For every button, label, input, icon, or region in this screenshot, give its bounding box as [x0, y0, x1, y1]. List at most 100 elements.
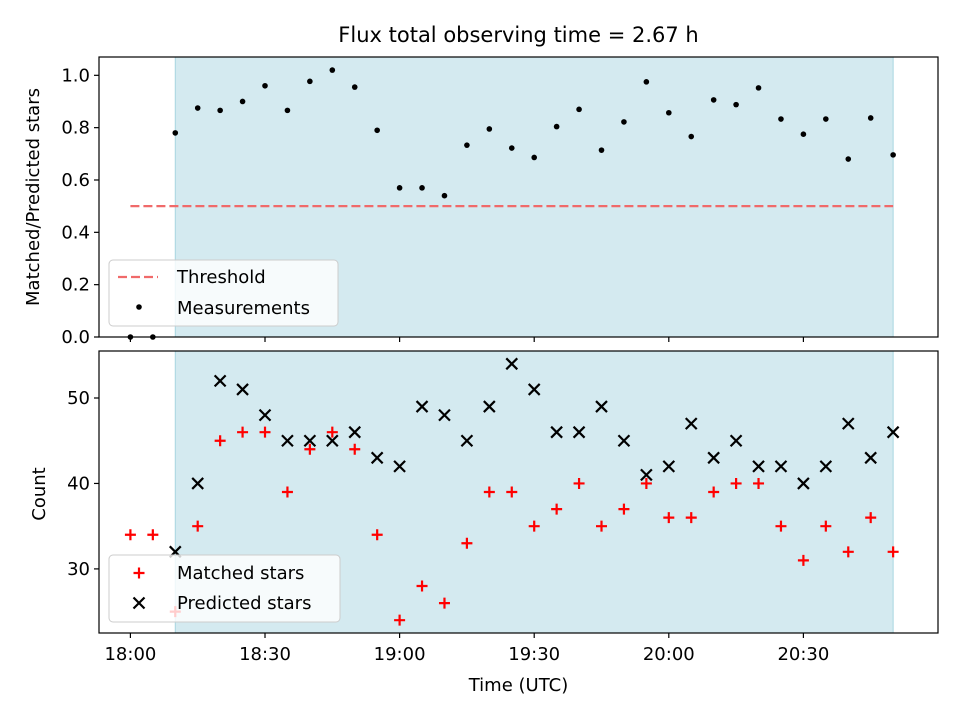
predicted-star-point: [684, 417, 698, 430]
measurement-point: [867, 115, 874, 121]
measurement-point: [643, 79, 650, 85]
ratio-y-tick-label: 0.2: [61, 275, 90, 296]
measurement-point: [419, 185, 425, 191]
predicted-star-point: [819, 460, 833, 473]
predicted-star-point: [438, 408, 451, 422]
matched-star-point: [438, 597, 450, 609]
predicted-star-point: [841, 417, 855, 430]
x-tick-label: 19:00: [374, 644, 426, 665]
matched-star-point: [730, 477, 742, 489]
predicted-star-point: [258, 408, 272, 422]
ratio-y-axis-label: Matched/Predicted stars: [23, 88, 44, 306]
predicted-star-point: [370, 451, 384, 465]
predicted-star-point: [550, 425, 563, 439]
measurement-point: [755, 85, 762, 91]
count-plot-frame: [98, 350, 939, 634]
ratio-legend-box: [108, 259, 339, 327]
measurement-point: [531, 154, 538, 161]
x-tick-label: 18:30: [239, 644, 291, 665]
predicted-star-point: [393, 460, 406, 473]
matched-star-point: [416, 580, 428, 592]
count-legend-box: [108, 554, 341, 623]
ratio-y-tick-label: 0.0: [61, 327, 90, 348]
matched-star-point: [753, 477, 765, 489]
matched-star-point: [394, 614, 406, 626]
predicted-star-point: [326, 434, 339, 448]
count-legend: Matched stars Predicted stars: [108, 554, 341, 623]
predicted-star-point: [662, 460, 676, 473]
x-tick-label: 20:00: [643, 644, 695, 665]
legend-measurements-label: Measurements: [177, 298, 310, 319]
measurement-point: [441, 192, 448, 199]
predicted-star-point: [707, 451, 720, 465]
matched-star-point: [124, 529, 136, 541]
x-tick-label: 20:30: [777, 644, 829, 665]
ratio-panel: 0.0 0.2 0.4 0.6 0.8 1.0 Matched/Predicted sta…: [23, 56, 939, 348]
measurement-point: [800, 131, 807, 137]
ratio-legend: Threshold Measurements: [108, 259, 339, 327]
matched-star-point: [483, 486, 495, 498]
measurement-point: [666, 109, 672, 116]
count-points: [124, 357, 900, 626]
measurement-point: [239, 98, 246, 105]
measurement-point: [553, 123, 560, 130]
matched-star-point: [192, 520, 204, 532]
measurement-point: [845, 156, 852, 162]
predicted-star-point: [213, 374, 227, 388]
matched-star-point: [237, 426, 249, 438]
measurement-point: [396, 185, 403, 191]
matched-star-point: [326, 426, 338, 438]
matched-star-point: [640, 477, 652, 489]
matched-star-point: [618, 503, 630, 515]
count-x-axis: 18:00 18:30 19:00 19:30 20:00 20:30: [104, 633, 829, 665]
ratio-plot-frame: [98, 56, 939, 338]
measurement-point: [486, 126, 493, 132]
predicted-star-point: [527, 383, 541, 396]
measurement-point: [621, 119, 627, 125]
measurement-point: [464, 142, 470, 148]
count-panel: 30 40 50 18:00 18:30 19:00 19:30 20:00 20:30 Co…: [29, 350, 939, 696]
measurement-point: [688, 133, 695, 140]
x-tick-label: 18:00: [104, 644, 156, 665]
ratio-y-tick-label: 0.4: [61, 222, 90, 243]
predicted-star-point: [752, 460, 765, 473]
measurement-point: [890, 152, 896, 158]
matched-star-point: [281, 486, 293, 498]
ratio-y-tick-label: 0.8: [61, 118, 90, 139]
predicted-star-point: [774, 460, 788, 473]
matched-star-point: [528, 520, 540, 532]
legend-predicted-label: Predicted stars: [177, 593, 311, 614]
predicted-star-point: [415, 400, 429, 413]
matched-star-point: [349, 443, 361, 455]
count-y-tick-label: 30: [67, 559, 90, 580]
predicted-star-point: [864, 451, 877, 465]
measurement-point: [576, 106, 582, 113]
x-tick-label: 19:30: [508, 644, 560, 665]
measurement-point: [329, 67, 336, 73]
count-y-tick-label: 40: [67, 473, 90, 494]
measurement-point: [710, 97, 717, 103]
matched-star-point: [147, 529, 159, 541]
measurement-point: [284, 107, 291, 114]
matched-star-point: [573, 477, 585, 489]
legend-measurements-swatch: [136, 304, 142, 310]
measurement-point: [172, 130, 179, 136]
measurement-point: [262, 82, 268, 89]
count-y-tick-label: 50: [67, 388, 90, 409]
predicted-star-point: [505, 357, 519, 371]
ratio-y-axis: 0.0 0.2 0.4 0.6 0.8 1.0: [61, 65, 99, 348]
predicted-star-point: [460, 434, 474, 448]
ratio-x-ticks: [129, 337, 805, 342]
predicted-star-point: [281, 434, 294, 448]
predicted-star-point: [617, 434, 631, 448]
matched-star-point: [820, 520, 832, 532]
legend-matched-swatch: [133, 567, 145, 579]
matched-star-point: [551, 503, 563, 515]
matched-star-point: [304, 443, 316, 455]
matched-star-point: [506, 486, 518, 498]
measurement-point: [307, 78, 313, 85]
matched-star-point: [797, 554, 809, 566]
matched-star-point: [887, 546, 899, 558]
predicted-star-point: [886, 425, 900, 439]
